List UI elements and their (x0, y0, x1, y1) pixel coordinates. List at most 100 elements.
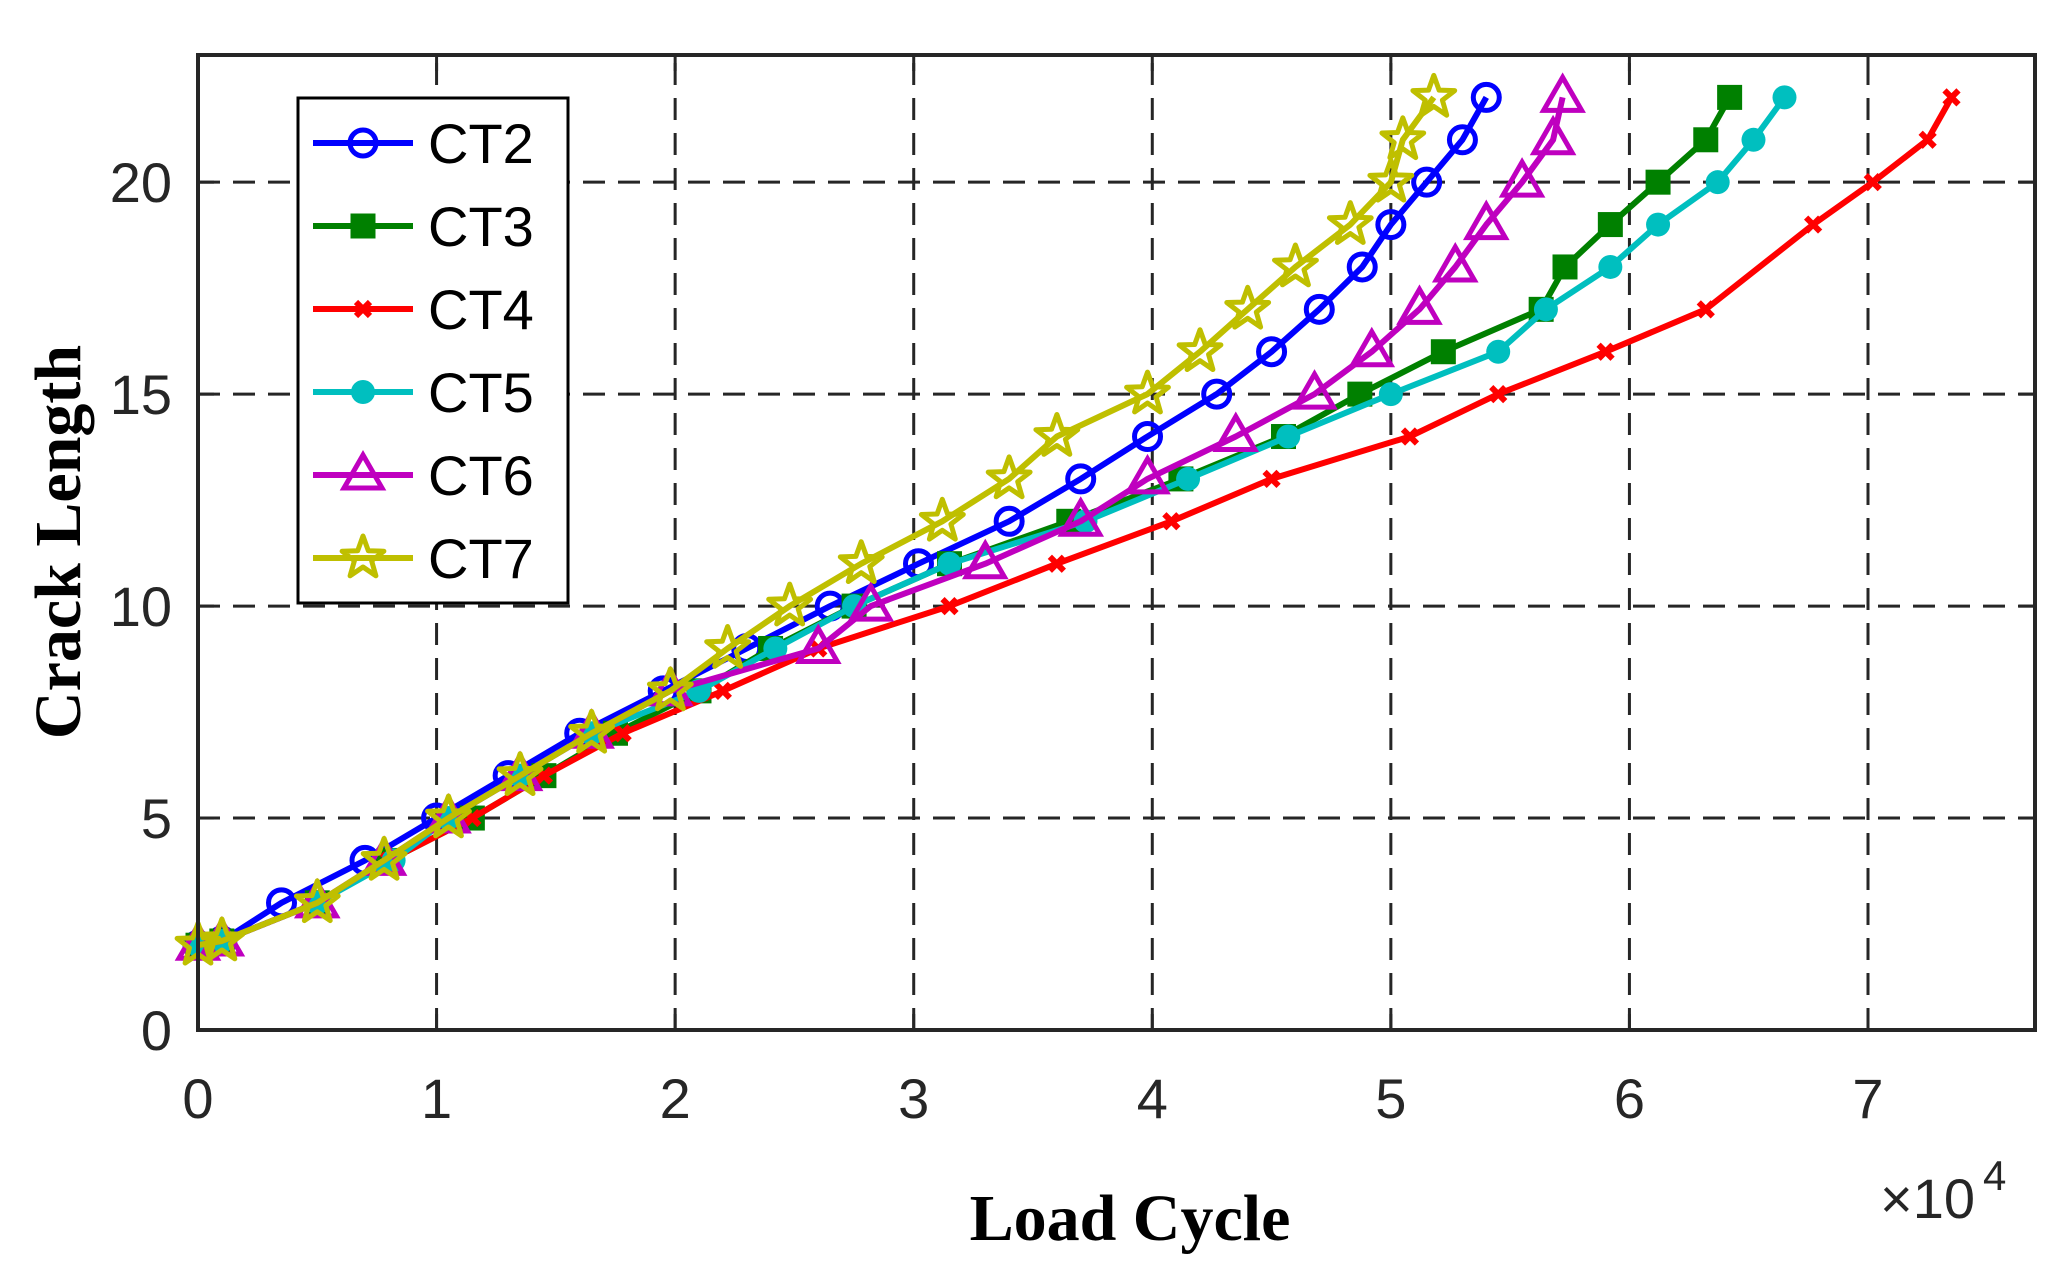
data-point (1498, 157, 1546, 198)
legend-label: CT7 (428, 527, 534, 590)
data-point (1446, 124, 1478, 156)
data-point (1276, 424, 1301, 449)
data-point (1533, 297, 1558, 322)
x-tick-label: 2 (660, 1067, 691, 1130)
data-point (1539, 72, 1586, 113)
x-tick-label: 5 (1375, 1067, 1406, 1130)
legend-box (296, 96, 570, 605)
data-point (1693, 127, 1719, 153)
y-tick-label: 10 (110, 575, 172, 638)
series-group (174, 72, 1961, 966)
data-point (1262, 469, 1281, 489)
data-point (1705, 170, 1730, 195)
data-point (1410, 72, 1458, 118)
data-point (763, 636, 788, 661)
y-tick-label: 20 (110, 151, 172, 214)
data-point (496, 751, 544, 796)
data-point (918, 496, 966, 542)
data-point (961, 538, 1009, 580)
y-tick-label: 0 (141, 999, 172, 1062)
data-point (1212, 411, 1260, 453)
data-point (1717, 84, 1743, 110)
data-point (1379, 115, 1427, 161)
x-multiplier-exponent: 4 (1983, 1152, 2006, 1199)
series-line (197, 95, 1437, 949)
x-tick-label: 3 (898, 1067, 929, 1130)
data-point (198, 916, 246, 962)
x-tick-label: 1 (421, 1067, 452, 1130)
tick-marks (196, 55, 2035, 1032)
data-point (1124, 453, 1171, 495)
legend-label: CT2 (428, 112, 534, 175)
data-point (766, 581, 814, 627)
legend-entry-ct7: CT7 (313, 527, 534, 590)
legend-swatch-marker (339, 533, 387, 579)
data-point (1124, 369, 1171, 415)
data-point (360, 835, 408, 881)
data-point (1486, 339, 1511, 364)
data-point (1224, 284, 1272, 330)
data-point (940, 596, 959, 616)
data-point (713, 681, 732, 700)
data-point (1176, 327, 1224, 372)
data-point (1375, 209, 1407, 241)
x-tick-label: 6 (1614, 1067, 1645, 1130)
legend-swatch-marker (353, 299, 373, 319)
data-point (1645, 169, 1671, 195)
data-point (1367, 157, 1415, 203)
y-axis-label: Crack Length (22, 345, 95, 739)
data-point (293, 878, 341, 924)
data-point (1047, 554, 1066, 573)
data-point (1772, 85, 1797, 110)
data-point (646, 666, 694, 712)
legend-entry-ct3: CT3 (313, 195, 534, 258)
legend-swatch-marker (350, 213, 376, 239)
data-point (1132, 421, 1164, 453)
legend-entry-ct5: CT5 (313, 361, 534, 424)
legend-entry-ct6: CT6 (313, 444, 534, 507)
data-point (1065, 463, 1097, 495)
data-point (1598, 254, 1623, 279)
x-tick-label: 0 (182, 1067, 213, 1130)
data-point (613, 724, 632, 743)
data-point (1696, 300, 1715, 319)
data-point (837, 539, 885, 584)
y-tick-labels: 0 5 10 15 20 (110, 151, 172, 1062)
data-point (1176, 466, 1201, 491)
legend-label: CT6 (428, 444, 534, 507)
legend-swatch-marker (351, 380, 375, 404)
data-point (1741, 127, 1766, 152)
data-point (1378, 382, 1403, 407)
data-point (1033, 412, 1081, 457)
data-point (794, 623, 842, 664)
series-ct7 (174, 72, 1458, 966)
data-point (1462, 199, 1510, 241)
legend-entry-ct4: CT4 (313, 278, 534, 341)
x-axis-label: Load Cycle (970, 1182, 1291, 1255)
data-point (1489, 385, 1508, 404)
series-line (197, 95, 1489, 949)
data-point (993, 505, 1025, 537)
legend-entry-ct2: CT2 (313, 112, 534, 175)
data-point (1162, 512, 1181, 531)
data-point (1431, 241, 1479, 283)
legend-label: CT5 (428, 361, 534, 424)
data-point (1863, 173, 1882, 192)
y-tick-label: 5 (141, 787, 172, 850)
data-point (1201, 378, 1233, 410)
x-tick-label: 4 (1137, 1067, 1168, 1130)
x-tick-label: 7 (1852, 1067, 1883, 1130)
y-tick-label: 15 (110, 363, 172, 426)
x-tick-labels: 0 1 2 3 4 5 6 7 (182, 1067, 1883, 1130)
data-point (1256, 336, 1288, 368)
legend-label: CT3 (428, 195, 534, 258)
data-point (1942, 88, 1961, 107)
data-point (1396, 284, 1443, 325)
x-multiplier-base: ×10 (1880, 1167, 1975, 1230)
plot-frame (196, 53, 2037, 1032)
data-point (1411, 166, 1443, 198)
data-point (425, 793, 472, 839)
data-point (1918, 130, 1937, 149)
data-point (1529, 114, 1577, 156)
